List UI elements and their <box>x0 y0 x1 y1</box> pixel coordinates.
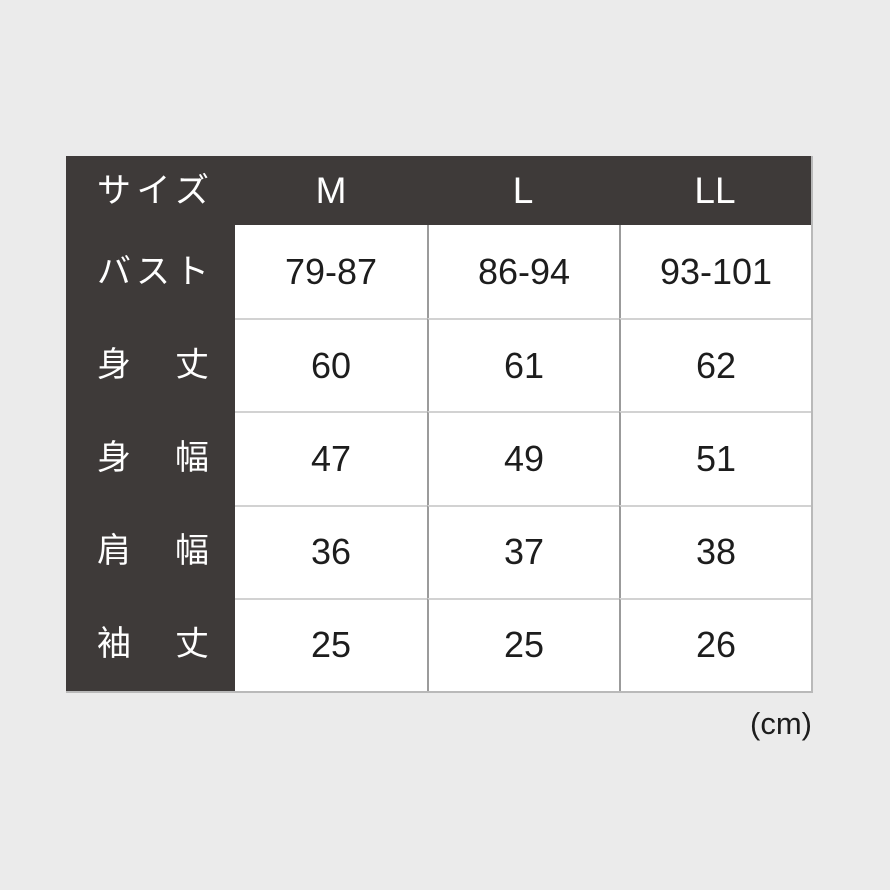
column-header-m: M <box>235 156 427 225</box>
row-label-body-width: 身幅 <box>66 411 235 505</box>
column-header-ll-label: LL <box>694 170 736 211</box>
column-header-ll: LL <box>619 156 811 225</box>
value-body-width-m: 47 <box>235 411 427 505</box>
unit-note: (cm) <box>750 706 812 741</box>
column-header-l: L <box>427 156 619 225</box>
value-bust-m: 79-87 <box>235 225 427 319</box>
value-sleeve-length-m: 25 <box>235 597 427 691</box>
value-shoulder-width-ll: 38 <box>619 504 811 598</box>
size-header-label: サイズ <box>97 171 209 210</box>
size-header-cell: サイズ <box>66 156 235 225</box>
size-chart-table: サイズ M L LL バスト 79-87 86-94 93-101 身丈 60 … <box>66 156 813 693</box>
value-shoulder-width-m: 36 <box>235 504 427 598</box>
row-label-body-length: 身丈 <box>66 318 235 412</box>
row-label-bust: バスト <box>66 225 235 319</box>
column-header-l-label: L <box>512 170 534 211</box>
value-body-width-ll: 51 <box>619 411 811 505</box>
value-sleeve-length-l: 25 <box>427 597 619 691</box>
value-body-length-ll: 62 <box>619 318 811 412</box>
row-label-sleeve-length: 袖丈 <box>66 597 235 691</box>
value-body-length-l: 61 <box>427 318 619 412</box>
row-label-shoulder-width: 肩幅 <box>66 504 235 598</box>
value-body-length-m: 60 <box>235 318 427 412</box>
column-header-m-label: M <box>315 170 347 211</box>
value-shoulder-width-l: 37 <box>427 504 619 598</box>
value-bust-l: 86-94 <box>427 225 619 319</box>
value-body-width-l: 49 <box>427 411 619 505</box>
value-bust-ll: 93-101 <box>619 225 811 319</box>
value-sleeve-length-ll: 26 <box>619 597 811 691</box>
